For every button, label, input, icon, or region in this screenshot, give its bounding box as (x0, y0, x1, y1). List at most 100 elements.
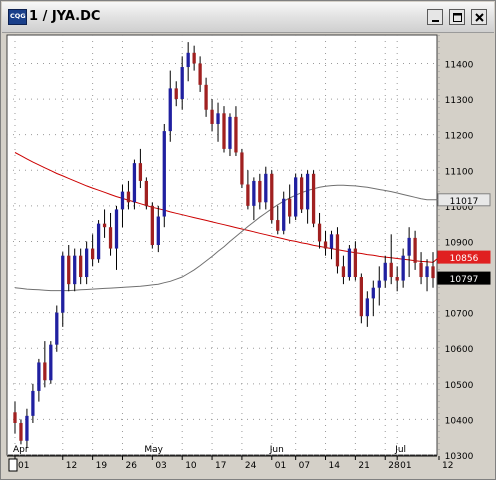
candle-up (55, 312, 59, 345)
candle-down (192, 52, 196, 64)
candle-up (305, 173, 310, 210)
candle-up (377, 280, 381, 288)
y-tick-label: 10700 (445, 310, 474, 320)
candle-up (180, 67, 184, 100)
x-tick-label: 07 (299, 461, 310, 471)
candle-down (43, 362, 47, 381)
candle-down (198, 63, 202, 85)
x-axis-strip (7, 456, 437, 472)
candle-up (162, 131, 166, 217)
candle-up (25, 415, 29, 441)
x-tick-label: 26 (125, 461, 137, 471)
candle-up (96, 223, 101, 260)
title-bar[interactable]: CQG 1 / JYA.DC (2, 2, 494, 33)
candle-down (222, 113, 226, 149)
x-tick-label: 12 (442, 461, 453, 471)
moving-average-gray-line (14, 184, 439, 292)
candle-down (204, 84, 208, 110)
candle-down (288, 198, 292, 217)
candle-down (67, 255, 71, 285)
candle-down (359, 277, 363, 317)
candle-up (425, 266, 429, 278)
candle-up (168, 88, 172, 132)
candle-down (108, 227, 113, 249)
scroll-handle (8, 458, 18, 472)
candle-up (329, 234, 334, 249)
y-tick-label: 10900 (445, 238, 474, 248)
candle-down (419, 262, 423, 278)
candle-up (264, 173, 268, 203)
x-tick-label: 24 (245, 461, 257, 471)
chart-area[interactable]: 10300 10400 10500 10600 10700 10900 11000 11100… (3, 33, 493, 477)
candle-down (126, 191, 131, 203)
candle-up (282, 198, 286, 231)
x-tick-label: 03 (155, 461, 166, 471)
candle-up (401, 255, 405, 281)
y-tick-label: 11000 (445, 203, 474, 213)
candle-down (102, 223, 107, 228)
price-label: 10797 (450, 275, 479, 285)
month-label: Apr (13, 445, 29, 455)
candle-up (49, 344, 53, 381)
price-label: 11017 (450, 197, 479, 207)
candle-down (389, 262, 393, 278)
candle-up (37, 362, 41, 391)
candle-down (13, 412, 17, 423)
candle-up (156, 216, 160, 245)
candle-down (150, 205, 154, 245)
candle-down (353, 248, 358, 278)
y-tick-label: 10300 (445, 452, 474, 462)
candle-up (85, 248, 89, 278)
price-label-box (437, 250, 491, 264)
minimize-icon (432, 20, 439, 22)
x-tick-label: 10 (185, 461, 197, 471)
candle-down (431, 266, 435, 279)
candle-up (371, 287, 375, 299)
minimize-button[interactable] (427, 9, 443, 25)
candle-up (114, 209, 119, 249)
x-tick-label: 28 (388, 461, 400, 471)
candle-down (276, 220, 280, 231)
candle-down (240, 152, 244, 185)
candle-down (210, 109, 214, 124)
y-tick-label: 11200 (445, 132, 474, 142)
candle-down (299, 177, 304, 210)
plot-background (6, 34, 438, 456)
y-tick-label: 11100 (445, 167, 474, 177)
x-tick-label: 21 (358, 461, 369, 471)
candle-up (31, 390, 35, 416)
candle-down (311, 173, 316, 224)
candle-up (61, 255, 65, 313)
price-label-box (437, 193, 491, 207)
y-tick-label: 10400 (445, 416, 474, 426)
close-button[interactable] (471, 9, 487, 25)
month-label: Jun (269, 445, 284, 455)
candle-up (120, 191, 125, 210)
candle-down (144, 180, 149, 206)
candle-down (395, 277, 399, 281)
window-title: 1 / JYA.DC (29, 9, 101, 24)
candle-up (347, 248, 352, 278)
candle-down (79, 255, 83, 278)
candle-up (132, 163, 137, 203)
candle-down (19, 422, 23, 441)
candle-up (383, 262, 387, 281)
x-tick-label: 17 (215, 461, 226, 471)
candle-down (317, 223, 322, 242)
candle-down (323, 241, 328, 249)
candle-down (270, 173, 274, 221)
candle-down (246, 184, 250, 206)
maximize-button[interactable] (449, 9, 465, 25)
candle-up (407, 237, 411, 256)
price-chart[interactable]: 10300 10400 10500 10600 10700 10900 11000 11100… (3, 33, 493, 477)
candle-up (186, 52, 190, 68)
candle-down (90, 248, 95, 260)
price-label-box (437, 271, 491, 285)
month-label: Jul (394, 445, 406, 455)
y-tick-label: 11300 (445, 96, 474, 106)
cqg-app-icon[interactable]: CQG (8, 9, 27, 25)
y-tick-label: 10500 (445, 381, 474, 391)
y-tick-label: 10600 (445, 345, 474, 355)
maximize-icon (453, 13, 462, 22)
